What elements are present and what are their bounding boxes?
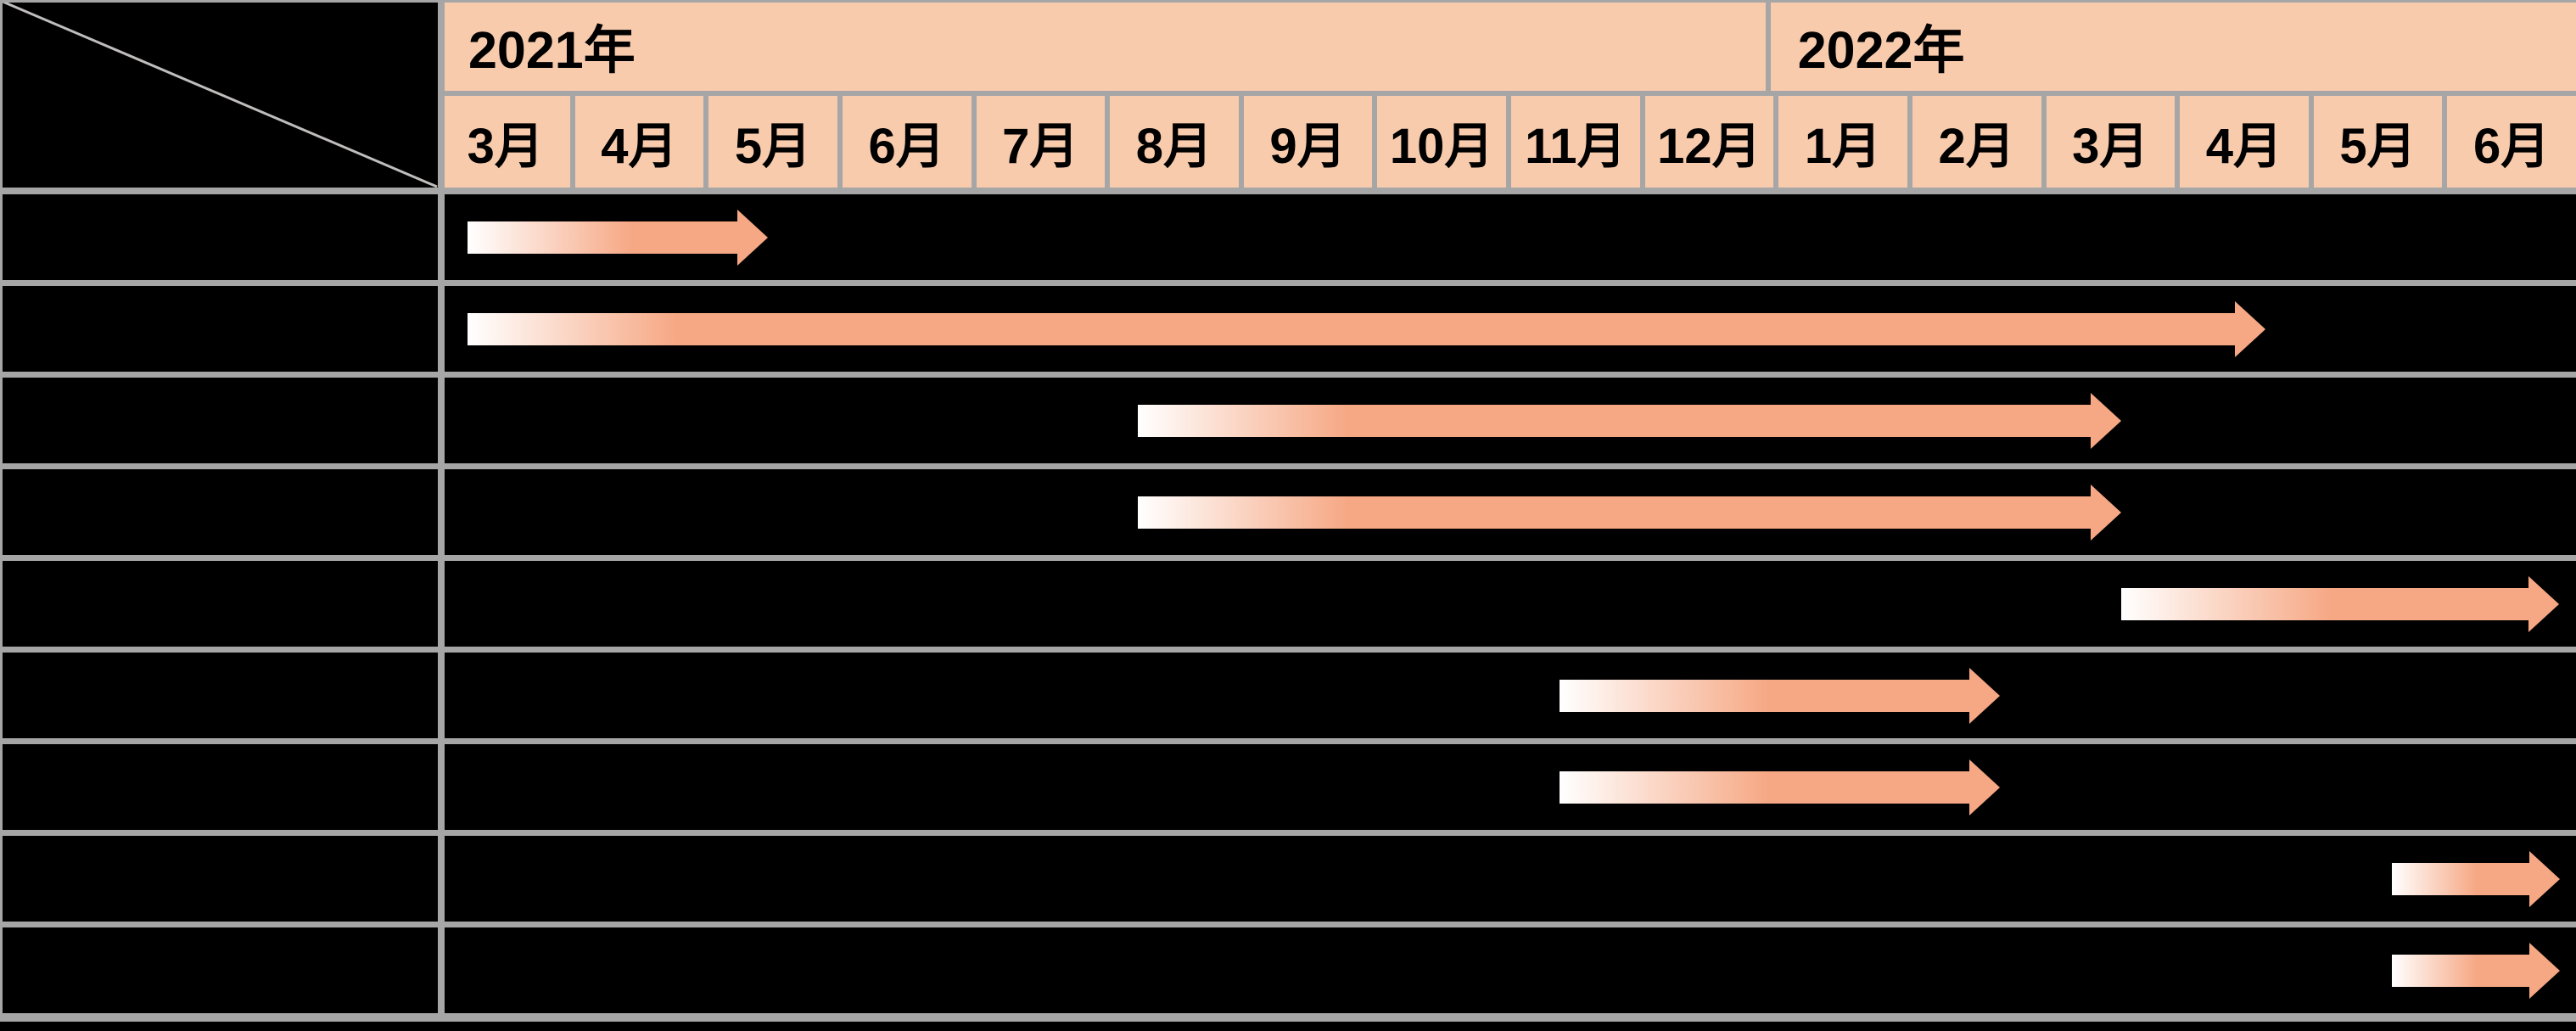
row-divider bbox=[0, 463, 2576, 469]
task-timeline-cell bbox=[445, 927, 2576, 1013]
task-arrow-head bbox=[1968, 667, 2000, 724]
task-arrow-head bbox=[2528, 575, 2559, 632]
diagonal-line bbox=[0, 0, 438, 188]
header-bottom-border bbox=[0, 188, 2576, 194]
row-divider bbox=[0, 372, 2576, 378]
row-divider bbox=[0, 922, 2576, 927]
task-arrow-bar bbox=[468, 221, 738, 254]
task-arrow-bar bbox=[2120, 587, 2528, 620]
month-header-cell: 3月 bbox=[441, 96, 570, 188]
task-label-cell bbox=[0, 836, 438, 922]
task-arrow-head bbox=[2234, 300, 2265, 357]
task-arrow-head bbox=[1968, 759, 2000, 815]
task-timeline-cell bbox=[445, 836, 2576, 922]
task-arrow-head bbox=[2529, 942, 2561, 999]
month-header-cell: 9月 bbox=[1243, 96, 1373, 188]
task-arrow-head bbox=[2090, 392, 2121, 449]
task-label-cell bbox=[0, 378, 438, 463]
task-label-cell bbox=[0, 194, 438, 280]
month-header-cell: 2月 bbox=[1912, 96, 2041, 188]
row-divider bbox=[0, 830, 2576, 836]
year-header-cell: 2022年 bbox=[1770, 0, 2576, 91]
month-header-cell: 11月 bbox=[1511, 96, 1640, 188]
month-header-cell: 12月 bbox=[1644, 96, 1774, 188]
month-header-cell: 5月 bbox=[708, 96, 837, 188]
row-divider bbox=[0, 647, 2576, 653]
month-header-cell: 8月 bbox=[1110, 96, 1239, 188]
task-arrow-bar bbox=[1137, 404, 2091, 437]
month-header-cell: 6月 bbox=[2447, 96, 2576, 188]
month-header-cell: 4月 bbox=[574, 96, 704, 188]
month-header-cell: 3月 bbox=[2046, 96, 2176, 188]
left-column-divider bbox=[438, 0, 445, 1022]
month-header-cell: 7月 bbox=[976, 96, 1106, 188]
month-header-cell: 1月 bbox=[1778, 96, 1907, 188]
task-timeline-cell bbox=[445, 744, 2576, 830]
top-edge-border bbox=[0, 0, 2576, 3]
year-header-row: 2021年 2022年 bbox=[441, 0, 2576, 91]
task-arrow-bar bbox=[2391, 862, 2530, 895]
task-arrow-head bbox=[737, 209, 769, 266]
year-header-cell: 2021年 bbox=[441, 0, 1766, 91]
task-arrow-bar bbox=[1559, 679, 1969, 712]
month-header-cell: 10月 bbox=[1377, 96, 1506, 188]
task-label-cell bbox=[0, 744, 438, 830]
task-label-cell bbox=[0, 653, 438, 738]
row-divider bbox=[0, 555, 2576, 561]
row-divider bbox=[0, 280, 2576, 286]
bottom-border bbox=[0, 1013, 2576, 1022]
task-label-cell bbox=[0, 286, 438, 372]
task-arrow-bar bbox=[1137, 496, 2091, 529]
month-header-cell: 6月 bbox=[842, 96, 972, 188]
row-divider bbox=[0, 738, 2576, 744]
task-label-cell bbox=[0, 927, 438, 1013]
month-header-row: 3月 4月 5月 6月 7月 8月 9月 10月 11月 12月 1月 2月 3月 4月 5月 6月 bbox=[441, 96, 2576, 188]
left-edge-border bbox=[0, 0, 3, 1022]
task-timeline-cell bbox=[445, 194, 2576, 280]
timeline-header: 2021年 2022年 3月 4月 5月 6月 7月 8月 9月 10月 11月 12月 1月 2月 3月… bbox=[441, 0, 2576, 188]
task-arrow-head bbox=[2090, 484, 2121, 541]
task-arrow-head bbox=[2529, 850, 2561, 907]
month-header-cell: 4月 bbox=[2180, 96, 2309, 188]
task-timeline-cell bbox=[445, 653, 2576, 738]
month-header-cell: 5月 bbox=[2313, 96, 2443, 188]
task-arrow-bar bbox=[468, 312, 2235, 345]
task-arrow-bar bbox=[1559, 770, 1969, 804]
task-arrow-bar bbox=[2391, 954, 2530, 987]
task-label-cell bbox=[0, 561, 438, 647]
corner-header-cell bbox=[0, 0, 438, 188]
task-label-cell bbox=[0, 469, 438, 555]
